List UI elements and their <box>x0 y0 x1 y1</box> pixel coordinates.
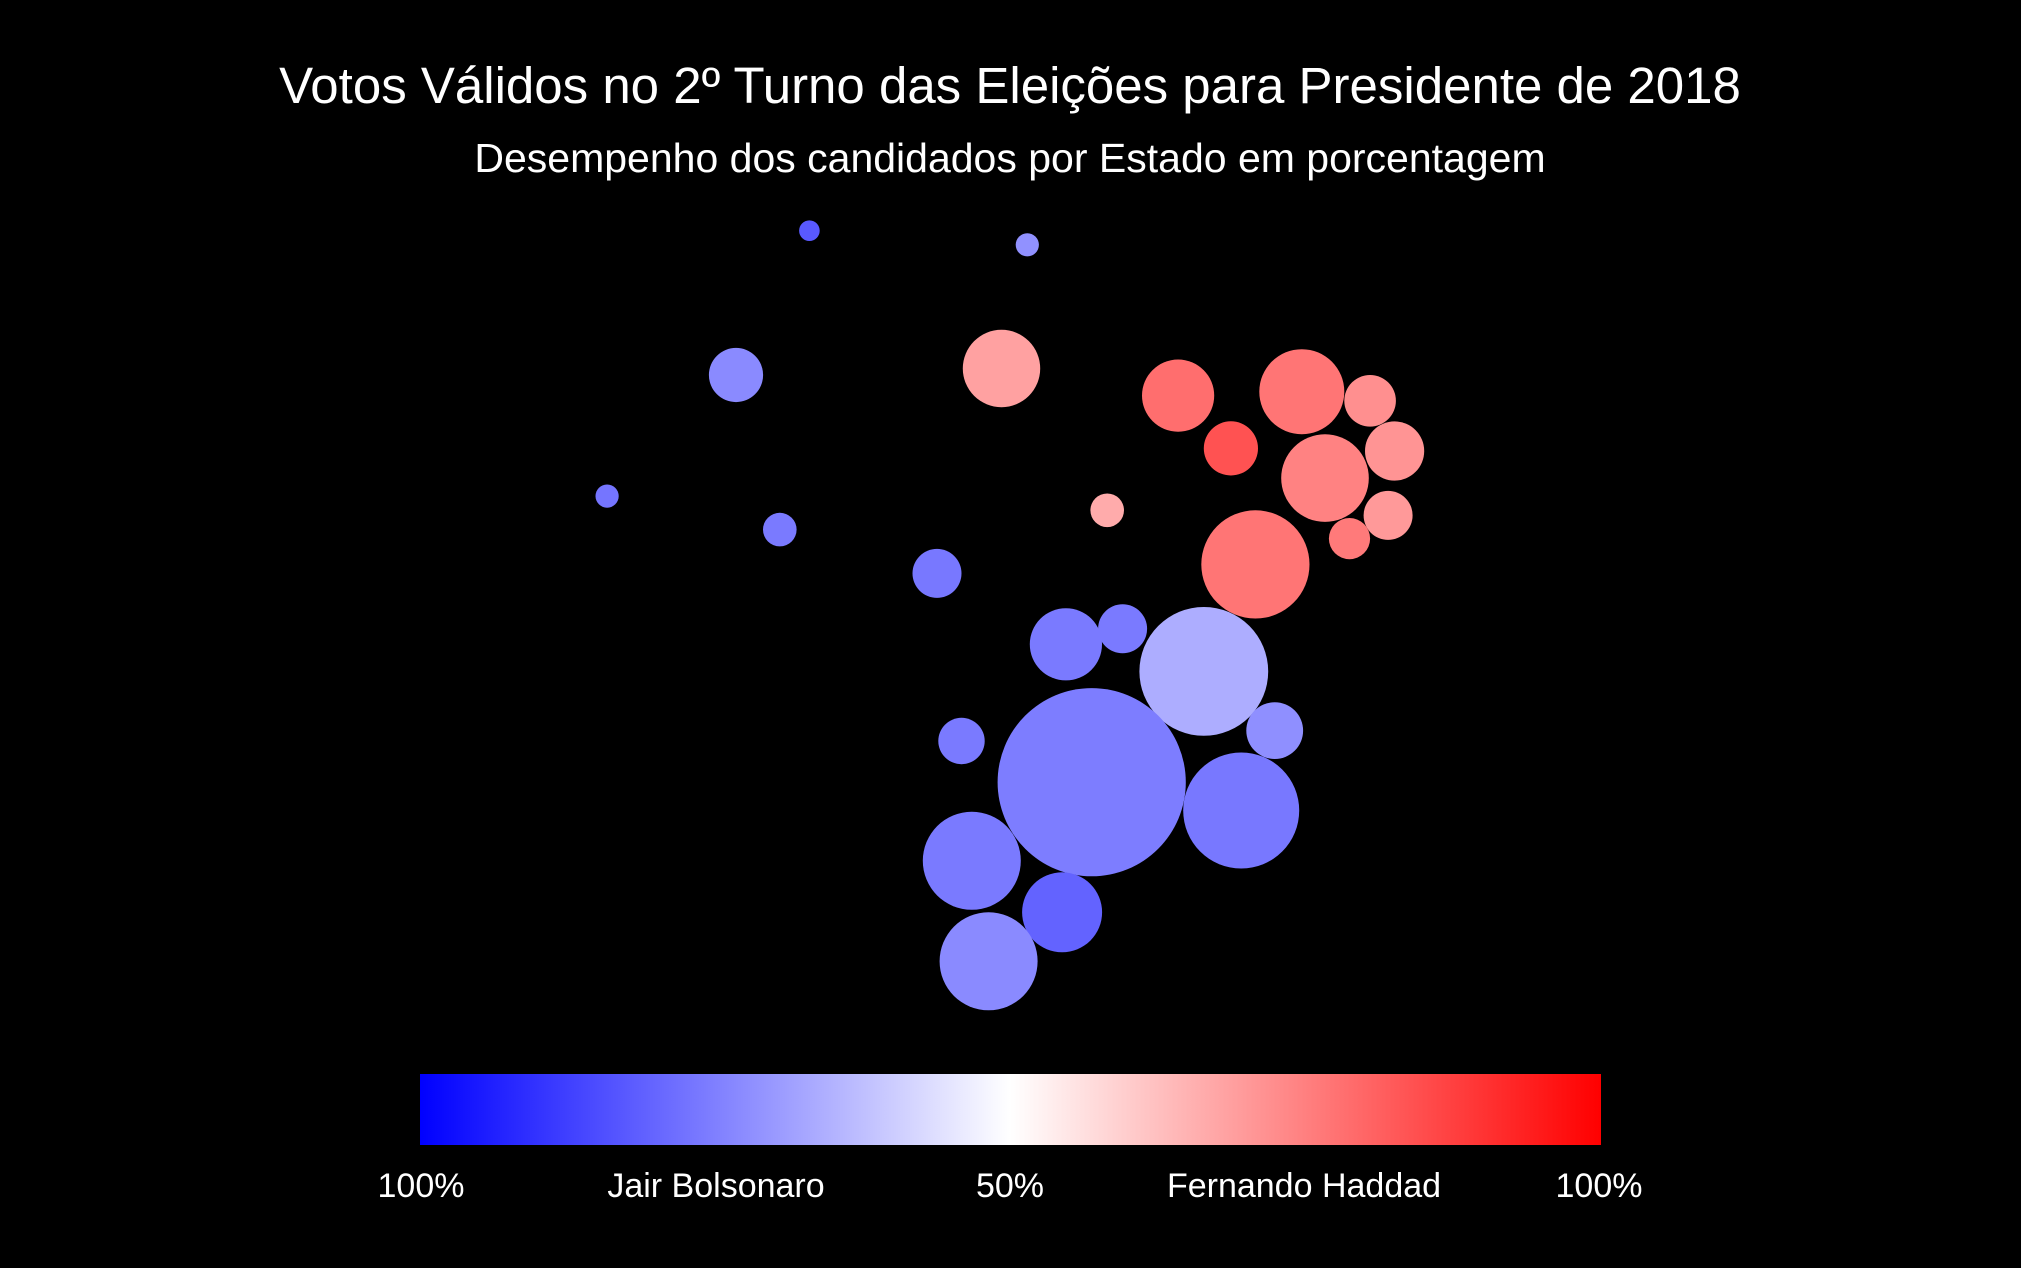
state-bubble-25 <box>922 811 1021 910</box>
state-bubble-21 <box>1246 702 1304 759</box>
state-bubble-7 <box>1344 375 1396 427</box>
state-bubble-26 <box>1022 872 1103 953</box>
state-bubble-11 <box>1363 490 1413 540</box>
color-scale-labels: 100% Jair Bolsonaro 50% Fernando Haddad … <box>378 1167 1643 1205</box>
legend-label-jair-bolsonaro: Jair Bolsonaro <box>607 1167 824 1205</box>
state-bubble-15 <box>1090 493 1124 528</box>
chart-subtitle: Desempenho dos candidados por Estado em … <box>474 135 1545 181</box>
state-bubble-12 <box>1328 518 1371 560</box>
legend-label-50: 50% <box>976 1167 1044 1205</box>
chart-title: Votos Válidos no 2º Turno das Eleições p… <box>279 57 1741 114</box>
state-bubble-9 <box>1203 421 1258 476</box>
state-bubble-2 <box>1015 233 1039 257</box>
state-bubble-10 <box>1281 434 1369 522</box>
state-bubble-24 <box>1183 752 1300 869</box>
legend-label-fernando-haddad: Fernando Haddad <box>1167 1167 1441 1205</box>
state-bubble-4 <box>962 329 1041 408</box>
state-bubble-23 <box>997 688 1186 877</box>
state-bubble-14 <box>763 512 797 547</box>
color-scale-bar <box>420 1074 1601 1145</box>
state-bubble-27 <box>939 912 1038 1011</box>
state-bubble-6 <box>1259 349 1345 435</box>
state-bubble-5 <box>1142 359 1215 432</box>
state-bubble-1 <box>799 220 820 241</box>
state-bubble-20 <box>1139 607 1269 736</box>
state-bubble-16 <box>1201 510 1310 619</box>
bubble-layer <box>595 220 1425 1011</box>
state-bubble-22 <box>938 717 985 765</box>
state-bubble-3 <box>708 347 764 403</box>
state-bubble-13 <box>595 484 619 508</box>
legend-label-haddad-100: 100% <box>1556 1167 1643 1205</box>
state-bubble-17 <box>912 548 962 598</box>
state-bubble-8 <box>1365 421 1425 481</box>
state-bubble-19 <box>1098 604 1148 654</box>
state-bubble-18 <box>1029 608 1102 681</box>
legend-label-bolsonaro-100: 100% <box>378 1167 465 1205</box>
